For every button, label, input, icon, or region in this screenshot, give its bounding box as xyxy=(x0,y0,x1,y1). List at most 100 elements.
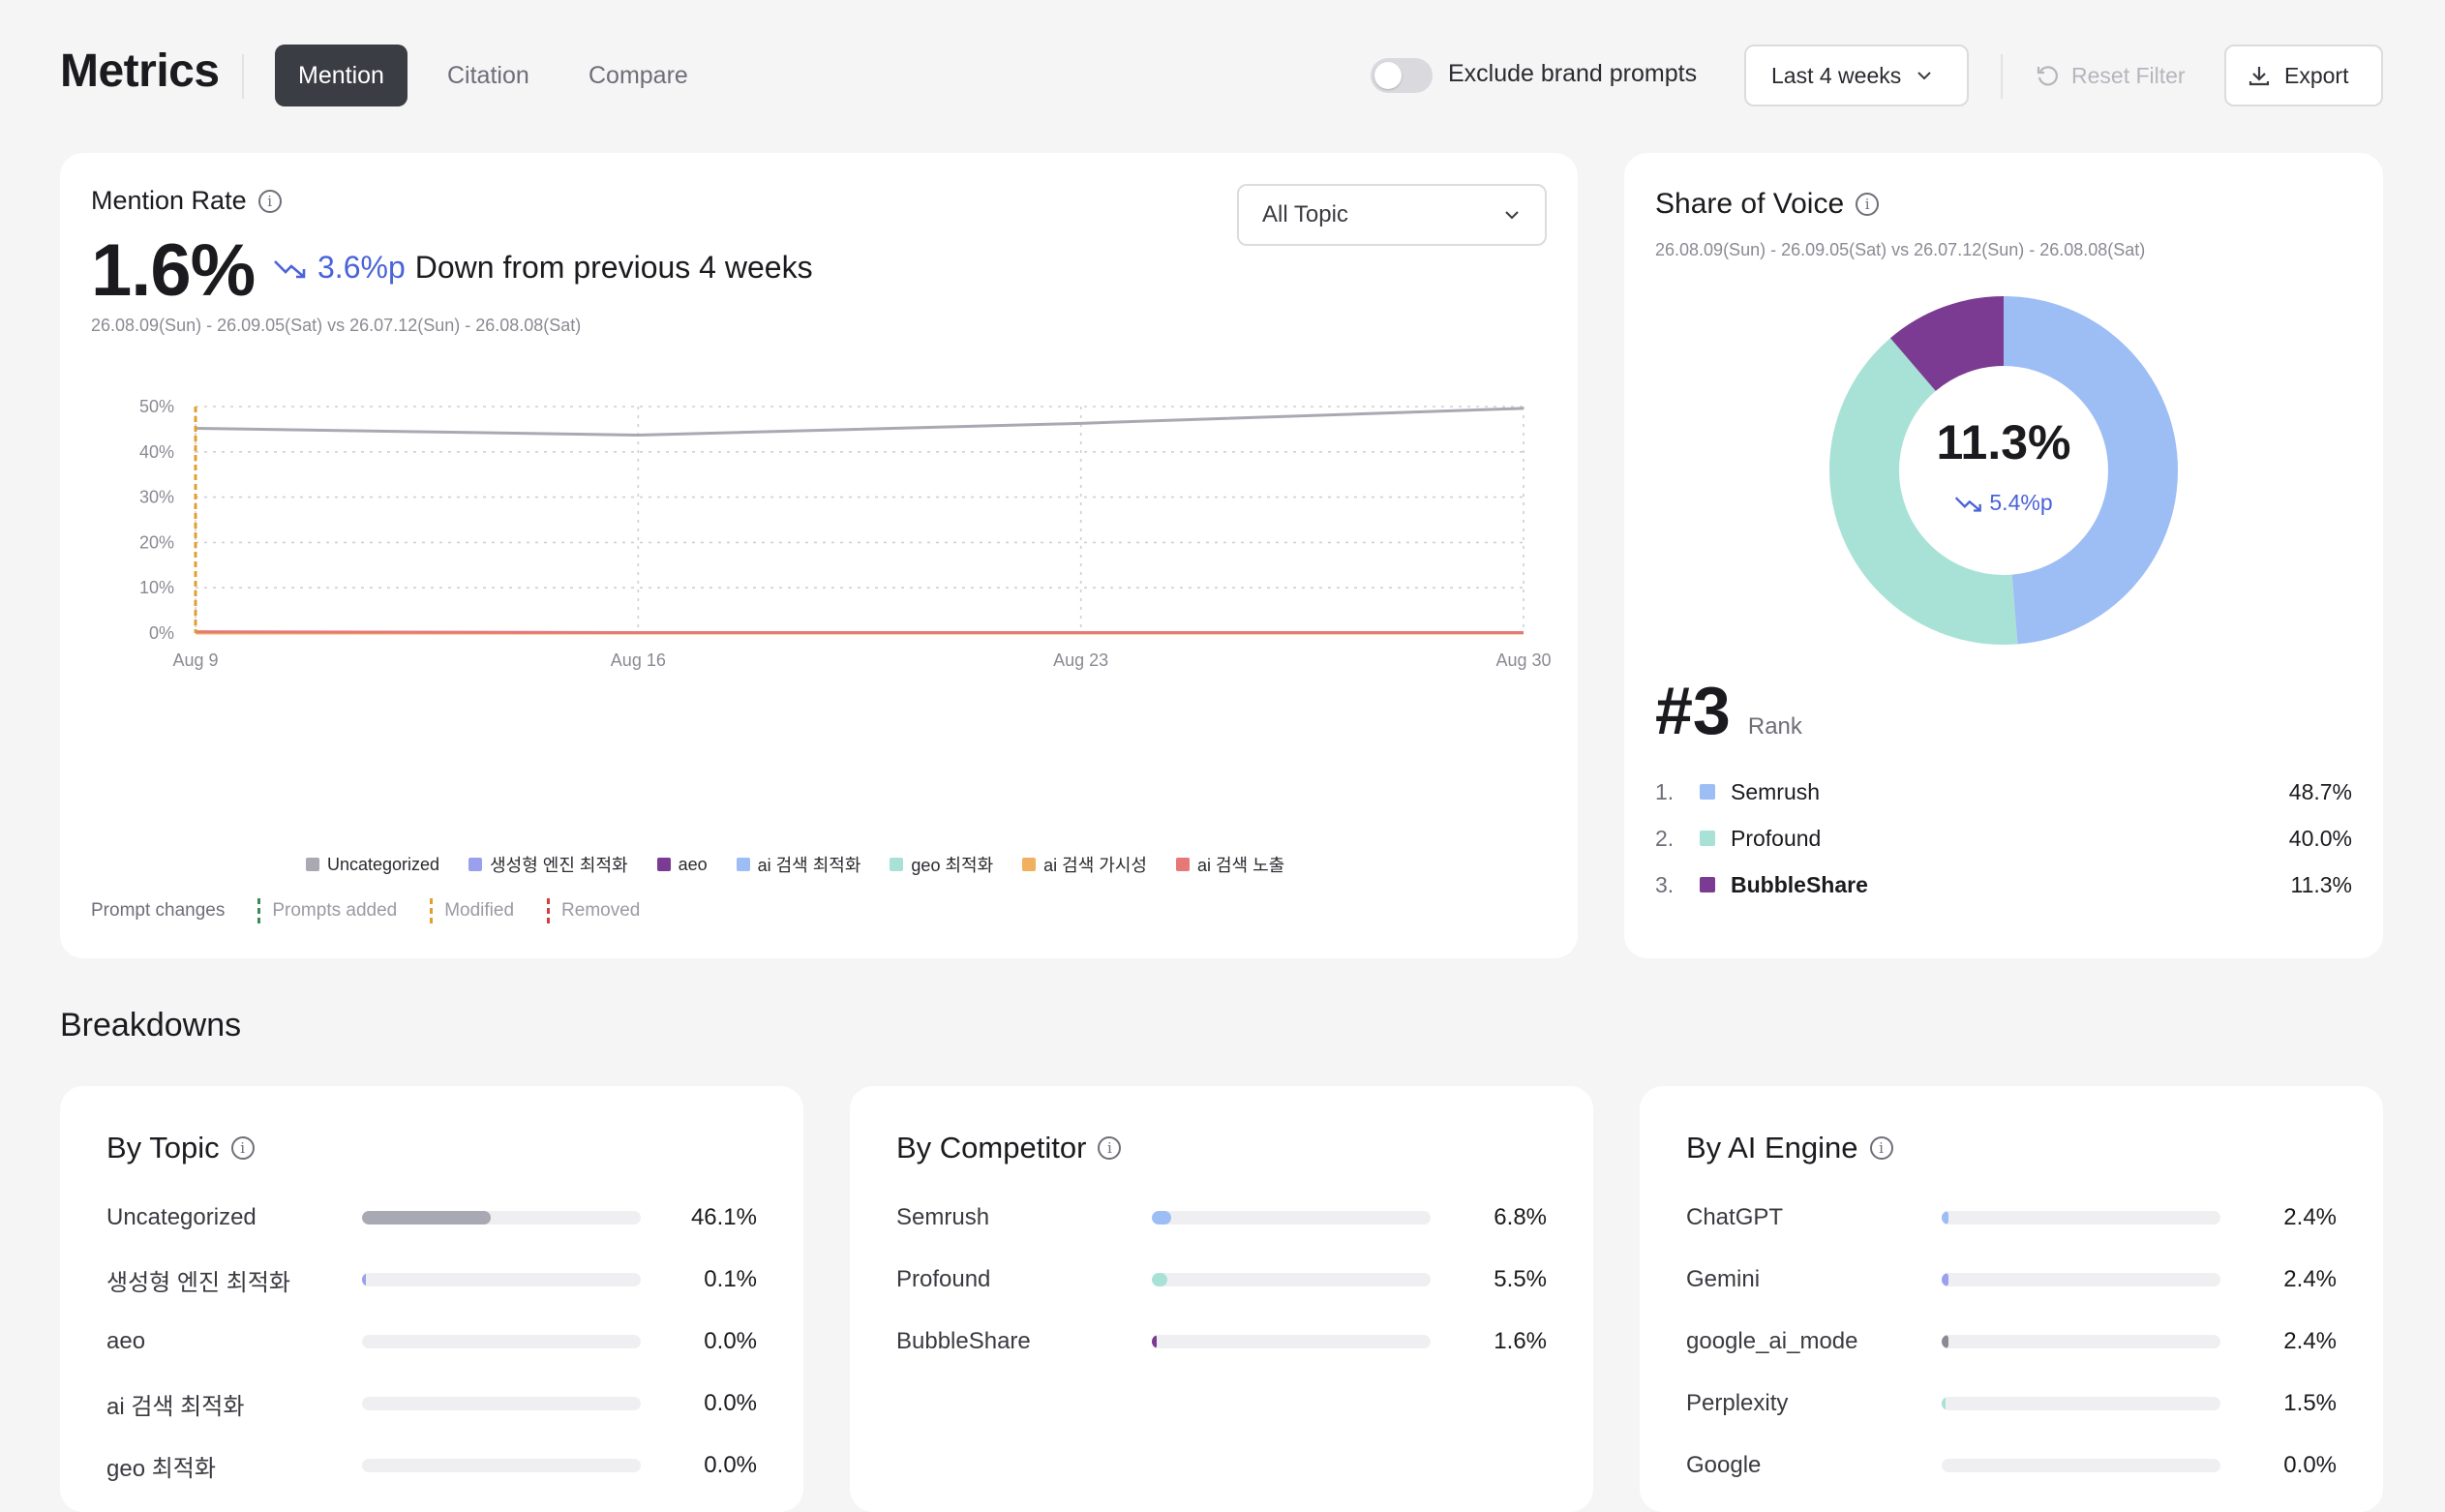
by-ai-engine-card: By AI Engine ChatGPT2.4%Gemini2.4%google… xyxy=(1640,1086,2383,1512)
topic-filter-dropdown[interactable]: All Topic xyxy=(1237,184,1547,246)
breakdowns-title: Breakdowns xyxy=(60,1007,241,1044)
breakdown-value: 0.0% xyxy=(641,1452,757,1479)
dashed-line-icon xyxy=(257,898,260,923)
info-icon[interactable] xyxy=(1870,1136,1893,1160)
legend-swatch xyxy=(306,858,319,871)
legend-swatch xyxy=(890,858,903,871)
by-ai-engine-heading: By AI Engine xyxy=(1686,1131,1893,1165)
header-divider-2 xyxy=(2001,54,2003,99)
tab-citation[interactable]: Citation xyxy=(424,45,553,106)
brand-share: 40.0% xyxy=(2289,826,2352,852)
legend-label: ai 검색 노출 xyxy=(1197,852,1284,877)
color-swatch xyxy=(1700,784,1715,800)
legend-label: ai 검색 최적화 xyxy=(758,852,861,877)
legend-label: Prompts added xyxy=(272,900,397,922)
tab-mention[interactable]: Mention xyxy=(275,45,408,106)
info-icon[interactable] xyxy=(1856,193,1879,216)
prompt-changes-label: Prompt changes xyxy=(91,900,225,922)
reset-icon xyxy=(2035,63,2060,88)
breakdown-bar-track xyxy=(1942,1335,2220,1348)
breakdown-label: Gemini xyxy=(1686,1266,1942,1293)
legend-label: ai 검색 가시성 xyxy=(1043,852,1147,877)
breakdown-label: ai 검색 최적화 xyxy=(106,1387,362,1421)
export-button[interactable]: Export xyxy=(2224,45,2383,106)
info-icon[interactable] xyxy=(1098,1136,1121,1160)
breakdown-value: 2.4% xyxy=(2220,1204,2337,1231)
x-tick-label: Aug 23 xyxy=(1053,650,1108,670)
legend-item[interactable]: ai 검색 노출 xyxy=(1176,852,1284,877)
breakdown-label: google_ai_mode xyxy=(1686,1328,1942,1355)
by-competitor-heading: By Competitor xyxy=(896,1131,1121,1165)
exclude-brand-toggle[interactable] xyxy=(1371,58,1433,93)
breakdown-value: 2.4% xyxy=(2220,1266,2337,1293)
reset-filter-button[interactable]: Reset Filter xyxy=(2035,45,2186,106)
mention-rate-trend: 3.6%p Down from previous 4 weeks xyxy=(273,250,813,286)
page-title: Metrics xyxy=(60,45,220,98)
legend-item[interactable]: Uncategorized xyxy=(306,852,439,877)
breakdown-label: Profound xyxy=(896,1266,1152,1293)
legend-label: Modified xyxy=(444,900,514,922)
brand-name: Profound xyxy=(1731,826,2289,852)
breakdown-bar-track xyxy=(362,1273,641,1286)
sov-change-value: 5.4%p xyxy=(1989,490,2052,516)
period-dropdown[interactable]: Last 4 weeks xyxy=(1744,45,1969,106)
breakdown-bar-track xyxy=(362,1397,641,1410)
legend-modified: Modified xyxy=(430,898,514,923)
legend-item[interactable]: aeo xyxy=(657,852,708,877)
breakdown-label: Uncategorized xyxy=(106,1204,362,1231)
legend-swatch xyxy=(657,858,671,871)
legend-item[interactable]: geo 최적화 xyxy=(890,852,993,877)
breakdown-bar-track xyxy=(1942,1459,2220,1472)
legend-item[interactable]: 생성형 엔진 최적화 xyxy=(468,852,627,877)
sov-date-range: 26.08.09(Sun) - 26.09.05(Sat) vs 26.07.1… xyxy=(1655,240,2145,260)
header-divider xyxy=(242,54,244,99)
chevron-down-icon xyxy=(1502,205,1522,225)
breakdown-bar-track xyxy=(1152,1273,1431,1286)
legend-label: geo 최적화 xyxy=(911,852,993,877)
info-icon[interactable] xyxy=(258,190,282,213)
breakdown-label: Google xyxy=(1686,1452,1942,1479)
breakdown-bar-fill xyxy=(1942,1211,1948,1225)
legend-removed: Removed xyxy=(547,898,640,923)
trend-down-icon xyxy=(273,257,308,280)
sov-center-value: 11.3% xyxy=(1826,414,2182,470)
toggle-knob xyxy=(1374,62,1402,89)
by-ai-engine-title: By AI Engine xyxy=(1686,1131,1858,1165)
export-label: Export xyxy=(2284,63,2348,89)
dashed-line-icon xyxy=(547,898,550,923)
dashed-line-icon xyxy=(430,898,433,923)
brand-share: 11.3% xyxy=(2290,872,2352,898)
legend-label: 생성형 엔진 최적화 xyxy=(490,852,627,877)
legend-swatch xyxy=(468,858,482,871)
legend-item[interactable]: ai 검색 가시성 xyxy=(1022,852,1147,877)
breakdown-label: Perplexity xyxy=(1686,1390,1942,1417)
info-icon[interactable] xyxy=(231,1136,255,1160)
topic-filter-value: All Topic xyxy=(1262,201,1348,228)
breakdown-value: 6.8% xyxy=(1431,1204,1547,1231)
breakdown-value: 2.4% xyxy=(2220,1328,2337,1355)
legend-item[interactable]: ai 검색 최적화 xyxy=(737,852,861,877)
breakdown-label: Semrush xyxy=(896,1204,1152,1231)
chevron-down-icon xyxy=(1915,66,1934,85)
breakdown-bar-fill xyxy=(1942,1273,1948,1286)
period-value: Last 4 weeks xyxy=(1771,63,1901,89)
breakdown-label: aeo xyxy=(106,1328,362,1355)
tab-compare[interactable]: Compare xyxy=(565,45,711,106)
mention-rate-change: 3.6%p xyxy=(317,250,406,286)
breakdown-label: BubbleShare xyxy=(896,1328,1152,1355)
breakdown-value: 0.1% xyxy=(641,1266,757,1293)
breakdown-bar-track xyxy=(1152,1335,1431,1348)
y-tick-label: 20% xyxy=(139,532,174,552)
breakdown-bar-track xyxy=(362,1211,641,1225)
sov-rank: #3 Rank xyxy=(1655,672,1802,749)
legend-label: Removed xyxy=(561,900,640,922)
breakdown-label: geo 최적화 xyxy=(106,1449,362,1483)
mention-rate-card: Mention Rate 1.6% 3.6%p Down from previo… xyxy=(60,153,1578,958)
